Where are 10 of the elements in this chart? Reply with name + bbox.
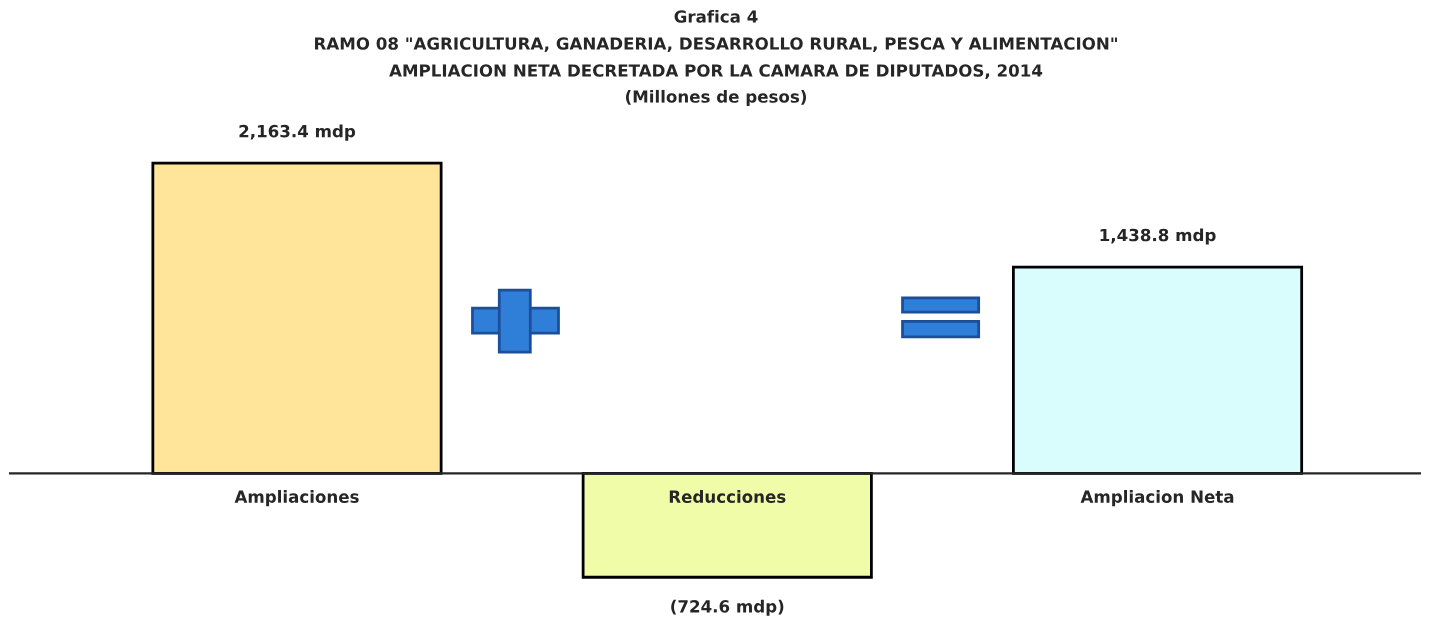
x-tick-label: Ampliacion Neta bbox=[1080, 490, 1234, 507]
chart-title: Grafica 4 bbox=[674, 9, 758, 23]
x-tick-label: Ampliaciones bbox=[234, 490, 359, 507]
data-label: 1,438.8 mdp bbox=[1100, 228, 1216, 245]
x-tick-label: Reducciones bbox=[669, 490, 786, 503]
text: AMPLIACION NETA DECRETADA POR LA CAMARA DE DIPUTADOS, 2014 bbox=[389, 64, 1043, 79]
chart-subtitle: RAMO 08 "AGRICULTURA, GANADERIA, DESARROLLO RURAL, PESCA Y ALIMENTACION" bbox=[315, 37, 1117, 52]
data-label: 2,163.4 mdp bbox=[239, 124, 356, 141]
data-label: (724.6 mdp) bbox=[671, 599, 784, 616]
text: (Millones de pesos) bbox=[626, 89, 806, 107]
